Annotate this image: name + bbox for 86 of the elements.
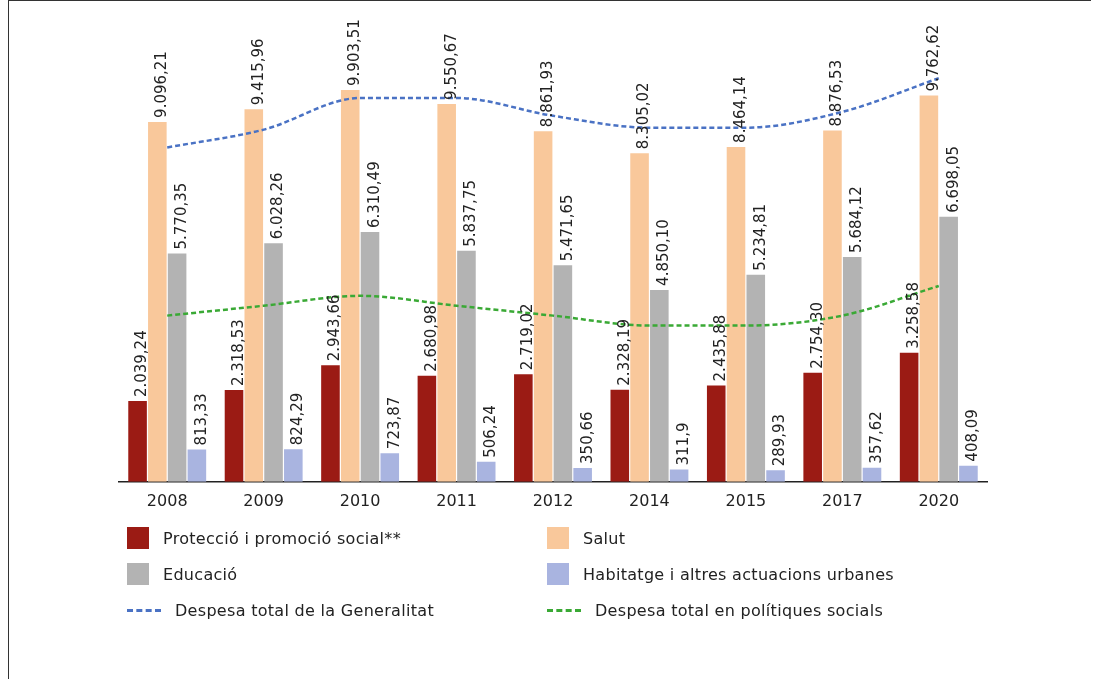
x-tick-label: 2020 — [918, 490, 960, 510]
data-label: 2.754,30 — [807, 302, 826, 369]
bar — [803, 372, 822, 482]
x-tick-label: 2012 — [532, 490, 574, 510]
data-label: 2.719,02 — [518, 303, 537, 371]
bar — [573, 467, 592, 482]
x-tick-label: 2011 — [436, 490, 477, 510]
bar — [842, 256, 862, 482]
legend-label: Despesa total en polítiques socials — [595, 600, 884, 620]
bar — [187, 449, 207, 482]
data-label: 9.550,67 — [441, 33, 460, 100]
data-label: 813,33 — [191, 393, 210, 446]
data-label: 2.328,19 — [614, 318, 633, 386]
x-tick-label: 2008 — [146, 490, 188, 510]
data-label: 8.464,14 — [730, 76, 749, 143]
x-tick-label: 2017 — [821, 490, 863, 510]
data-label: 311,9 — [673, 422, 692, 466]
data-label: 6.028,26 — [268, 172, 287, 240]
x-tick-label: 2014 — [629, 490, 670, 510]
bar — [284, 449, 303, 482]
data-label: 8.305,02 — [634, 82, 653, 150]
data-label: 2.435,88 — [711, 314, 730, 382]
bar — [457, 250, 476, 482]
data-label: 3.258,58 — [904, 282, 923, 349]
bar — [224, 390, 244, 482]
x-tick-label: 2015 — [725, 490, 767, 510]
data-label: 6.310,49 — [364, 161, 383, 229]
data-label: 2.039,24 — [132, 330, 151, 398]
data-label: 6.698,05 — [943, 145, 962, 213]
data-label: 408,09 — [963, 409, 982, 462]
data-label: 9.096,21 — [152, 51, 171, 118]
bar — [437, 103, 456, 482]
bar — [148, 121, 167, 482]
bar — [380, 453, 400, 482]
bar — [128, 401, 147, 482]
data-label: 8.876,53 — [827, 59, 846, 127]
data-label: 4.850,10 — [654, 219, 673, 286]
data-label: 357,62 — [866, 411, 885, 464]
data-label: 506,24 — [481, 405, 500, 458]
data-label: 5.684,12 — [847, 186, 866, 253]
data-label: 289,93 — [770, 413, 789, 467]
bar — [650, 289, 669, 482]
x-tick-label: 2010 — [339, 490, 381, 510]
legend-label: Despesa total de la Generalitat — [175, 600, 434, 620]
data-label: 8.861,93 — [538, 60, 557, 128]
bar — [321, 365, 340, 482]
legend-label: Educació — [163, 564, 238, 584]
bar — [533, 131, 553, 482]
data-label: 350,66 — [577, 411, 596, 464]
data-label: 5.770,35 — [172, 182, 190, 250]
data-label: 5.837,75 — [461, 180, 480, 247]
bar — [939, 216, 958, 482]
legend-label: Habitatge i altres actuacions urbanes — [583, 564, 894, 584]
bar — [919, 95, 939, 482]
data-label: 723,87 — [384, 396, 403, 450]
bar — [959, 465, 978, 482]
data-label: 2.318,53 — [228, 319, 247, 387]
data-label: 2.943,66 — [325, 294, 344, 362]
bar — [340, 89, 360, 482]
legend-label: Salut — [583, 528, 626, 548]
bar — [264, 243, 283, 482]
bar — [167, 253, 187, 482]
data-label: 2.680,98 — [421, 304, 440, 372]
bar — [630, 153, 649, 482]
bar — [746, 274, 766, 482]
legend-label: Protecció i promoció social** — [163, 528, 401, 548]
data-label: 5.234,81 — [750, 203, 769, 271]
bar — [899, 352, 919, 482]
bar — [476, 461, 496, 482]
bar — [244, 109, 264, 482]
bar — [553, 265, 573, 482]
data-label: 824,29 — [288, 392, 307, 446]
x-tick-label: 2009 — [243, 490, 285, 510]
bar — [823, 130, 842, 482]
bar — [706, 385, 726, 482]
bar — [669, 469, 689, 482]
data-label: 9.415,96 — [248, 38, 267, 106]
data-label: 9.762,62 — [923, 24, 942, 92]
bar — [514, 374, 533, 482]
data-label: 9.903,51 — [345, 19, 364, 86]
bar — [766, 470, 785, 482]
bar — [417, 375, 437, 482]
bar — [610, 389, 630, 482]
bar — [726, 146, 746, 482]
bar — [360, 232, 380, 482]
data-label: 5.471,65 — [557, 194, 576, 262]
